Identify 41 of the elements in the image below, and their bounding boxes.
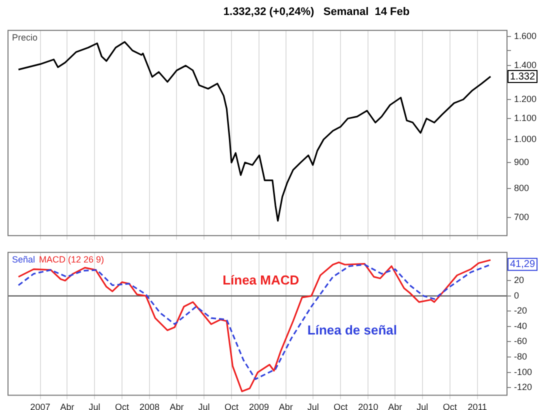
y-tick-label: -80 [514, 352, 528, 362]
annotation: 41,29 [510, 259, 536, 270]
y-tick-label: 800 [514, 182, 530, 193]
y-tick-label: -100 [514, 366, 532, 377]
y-tick-label: 20 [514, 275, 524, 286]
y-tick-label: -60 [514, 336, 528, 346]
x-tick-label: Jul [307, 402, 319, 410]
annotation: Señal [12, 254, 36, 264]
y-tick-label: 1.100 [514, 113, 537, 124]
x-tick-label: Abr [388, 402, 402, 410]
annotation: MACD (12 26 9) [39, 254, 104, 264]
x-tick-label: Jul [416, 402, 428, 410]
annotation: 1.332 [510, 71, 536, 82]
series-label: Línea de señal [307, 322, 397, 338]
y-tick-label: 1.600 [514, 30, 537, 41]
y-tick-label: 1.400 [514, 60, 537, 70]
x-tick-label: Oct [442, 402, 458, 410]
x-tick-label: 2009 [248, 402, 270, 410]
x-tick-label: Abr [278, 402, 293, 410]
x-tick-label: 2008 [139, 402, 160, 410]
y-tick-label: 700 [514, 212, 530, 222]
series-label: Línea MACD [222, 272, 300, 288]
x-tick-label: Jul [198, 402, 210, 410]
x-tick-label: 2011 [468, 402, 488, 410]
y-tick-label: 1.000 [514, 134, 537, 144]
y-tick-label: -40 [514, 320, 528, 331]
x-tick-label: Abr [60, 402, 74, 410]
x-tick-label: Oct [224, 402, 239, 410]
y-tick-label: 1.200 [514, 94, 537, 104]
x-tick-label: Abr [170, 402, 184, 410]
y-tick-label: -120 [514, 382, 532, 392]
y-tick-label: -20 [514, 306, 528, 316]
x-tick-label: Oct [114, 402, 130, 410]
y-tick-label: 900 [514, 157, 530, 168]
y-tick-label: 0 [514, 290, 520, 300]
x-tick-label: Jul [88, 402, 100, 410]
x-tick-label: Oct [334, 402, 348, 410]
x-tick-label: 2010 [358, 402, 378, 410]
chart-title: 1.332,32 (+0,24%) Semanal 14 Feb [222, 6, 411, 20]
annotation: Precio [12, 32, 38, 42]
x-tick-label: 2007 [30, 402, 50, 410]
